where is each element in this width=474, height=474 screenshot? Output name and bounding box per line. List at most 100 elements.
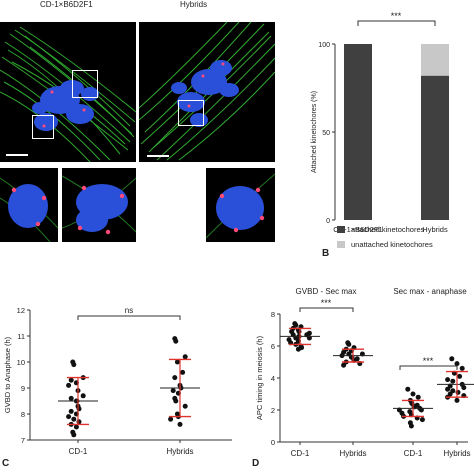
data-point	[454, 361, 460, 367]
data-point	[410, 391, 416, 397]
roi-box-1	[72, 70, 98, 98]
y-tick-label: 0	[326, 218, 330, 225]
y-tick-label: 8	[271, 310, 275, 319]
data-point	[71, 416, 77, 422]
y-tick-label: 10	[17, 358, 25, 367]
data-point	[295, 346, 301, 352]
panel-letter-b: B	[322, 248, 330, 259]
data-point	[173, 398, 179, 404]
y-tick-label: 50	[322, 130, 330, 137]
spindle-image-left	[0, 22, 136, 162]
y-tick-label: 8	[21, 410, 25, 419]
significance-bracket-1	[299, 307, 354, 312]
chart-b: 0 50 100 Attached kinetochores (%) CD-1×B6D2…	[311, 11, 449, 249]
significance-label: ns	[125, 306, 133, 315]
roi-box-3	[178, 100, 204, 126]
y-tick-label: 4	[271, 374, 275, 383]
spindle-image-right	[139, 22, 275, 162]
x-tick-label: CD-1	[69, 447, 88, 456]
panel-a-right-title: Hybrids	[180, 0, 208, 9]
significance-label-1: ***	[321, 298, 332, 308]
data-point	[172, 375, 178, 381]
bar-segment-attached	[421, 75, 449, 221]
panel-letter-c: C	[2, 458, 10, 469]
data-point	[173, 338, 179, 344]
bar-segment-attached	[344, 44, 372, 220]
y-axis-label: Attached kinetochores (%)	[311, 91, 318, 173]
x-tick-label: CD-1	[404, 449, 423, 458]
legend-swatch	[337, 241, 345, 248]
x-tick-label: CD-1×B6D2F1	[333, 225, 382, 234]
data-point	[459, 365, 465, 371]
y-tick-label: 7	[21, 436, 25, 445]
data-point	[170, 388, 176, 394]
data-point	[449, 356, 455, 362]
data-point	[182, 354, 188, 360]
x-tick-label: Hybrids	[339, 449, 366, 458]
y-tick-label: 0	[271, 438, 275, 447]
y-tick-label: 9	[21, 384, 25, 393]
data-point	[450, 378, 456, 384]
panel-letter-d: D	[252, 458, 260, 469]
significance-label: ***	[391, 11, 402, 21]
y-tick-label: 12	[17, 306, 25, 315]
data-point	[80, 393, 86, 399]
significance-bracket	[77, 315, 181, 320]
data-point	[408, 423, 414, 429]
zoom-inset-2	[62, 168, 136, 242]
data-point	[341, 362, 347, 368]
spindle-image-right-graphic	[139, 22, 275, 161]
data-point	[76, 419, 82, 425]
data-point	[445, 386, 451, 392]
data-point	[66, 382, 72, 388]
zoom-inset-2-graphic	[62, 175, 136, 235]
zoom-inset-1	[0, 168, 58, 242]
data-point	[461, 385, 467, 391]
zoom-inset-3-graphic	[206, 173, 275, 239]
significance-bracket	[357, 20, 436, 26]
legend-label: unattached kinetochores	[351, 240, 433, 249]
data-point	[455, 389, 461, 395]
data-point	[68, 377, 74, 383]
scale-bar	[6, 154, 28, 156]
group-title-2: Sec max - anaphase	[393, 287, 467, 296]
data-point	[182, 403, 188, 409]
data-point	[71, 362, 77, 368]
y-tick-label: 2	[271, 406, 275, 415]
x-tick-label: Hybrids	[166, 447, 193, 456]
chart-c: 7 8 9 10 11 12 GVBD to Anaphase (h) CD-1 Hybrids…	[3, 306, 232, 456]
spindle-image-left-graphic	[0, 26, 136, 162]
data-point	[71, 432, 77, 438]
data-point	[415, 394, 421, 400]
y-tick-label: 6	[271, 342, 275, 351]
y-tick-label: 11	[17, 332, 25, 341]
data-point	[419, 417, 425, 423]
data-point	[76, 406, 82, 412]
roi-box-2	[32, 115, 54, 139]
scale-bar	[147, 155, 169, 157]
data-point	[296, 329, 302, 335]
data-point	[68, 395, 74, 401]
zoom-inset-1-graphic	[0, 177, 58, 242]
data-point	[180, 369, 186, 375]
data-point	[73, 424, 79, 430]
y-axis-label: APC timing in meiosis (h)	[255, 335, 264, 420]
x-tick-label: Hybrids	[422, 225, 448, 234]
group-title-1: GVBD - Sec max	[296, 287, 357, 296]
data-point	[346, 341, 352, 347]
panel-a-left-title: CD-1×B6D2F1	[40, 0, 93, 9]
chart-d: 0 2 4 6 8 APC timing in meiosis (h) CD-1 Hybrid…	[255, 287, 474, 458]
data-point	[68, 408, 74, 414]
y-axis-label: GVBD to Anaphase (h)	[3, 336, 12, 413]
legend-label: attached kinetochores	[351, 225, 425, 234]
bar-segment-unattached	[421, 44, 449, 76]
zoom-inset-3	[206, 168, 275, 242]
x-tick-label: Hybrids	[443, 449, 470, 458]
data-point	[445, 377, 451, 383]
data-point	[168, 416, 174, 422]
x-tick-label: CD-1	[291, 449, 310, 458]
legend-swatch	[337, 226, 345, 233]
data-point	[177, 421, 183, 427]
significance-label-2: ***	[423, 356, 434, 366]
significance-bracket-2	[399, 365, 458, 370]
